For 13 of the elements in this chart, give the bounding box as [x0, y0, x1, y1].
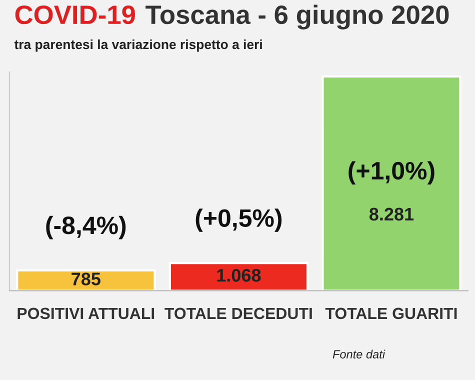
source-note: Fonte dati — [332, 350, 386, 358]
chart-title: COVID-19 — [15, 5, 135, 24]
text: tra parentesi la variazione rispetto a ieri — [14, 39, 262, 52]
data-label: 1.068 — [217, 268, 261, 282]
annotation: (+1,0%) — [348, 161, 434, 185]
data-label: 8.281 — [369, 208, 414, 221]
data-label: 785 — [72, 272, 100, 286]
x-tick-label: POSITIVI ATTUALI — [18, 308, 154, 320]
chart-subtitle: Toscana - 6 giugno 2020 — [146, 4, 449, 30]
x-tick-label: TOTALE GUARITI — [325, 308, 457, 320]
annotation: (-8,4%) — [46, 216, 126, 240]
x-tick-label: TOTALE DECEDUTI — [164, 308, 312, 320]
annotation: (+0,5%) — [196, 208, 282, 232]
